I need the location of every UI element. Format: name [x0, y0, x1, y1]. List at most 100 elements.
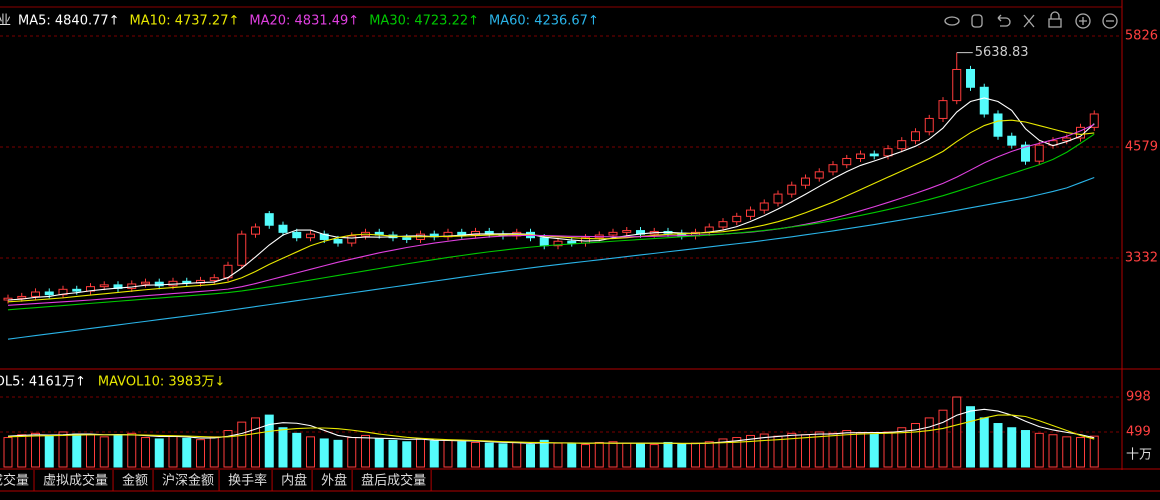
volume-bar: [746, 434, 755, 468]
volume-bar: [718, 438, 728, 468]
candle-body: [979, 86, 989, 115]
volume-bar: [1048, 434, 1058, 468]
ma-line: [7, 176, 1095, 340]
volume-bar: [58, 431, 68, 468]
volume-bar: [704, 441, 714, 468]
volume-bar: [86, 434, 95, 468]
legend-entry: MA20: 4831.49↑: [249, 14, 359, 29]
volume-bar: [581, 444, 590, 468]
volume-bar: [44, 435, 54, 468]
tab[interactable]: 内盘: [281, 473, 307, 489]
volume-bar: [553, 442, 563, 468]
volume-bar: [457, 441, 467, 468]
lock-icon[interactable]: [1048, 11, 1062, 28]
candle-body: [264, 213, 274, 226]
candle-body: [622, 230, 632, 233]
volume-bar: [567, 443, 577, 468]
candle-body: [938, 100, 948, 119]
volume-bar: [31, 432, 40, 468]
tab[interactable]: 成交量: [0, 473, 29, 489]
volume-bar: [127, 432, 137, 468]
candle-body: [842, 157, 852, 166]
candle-body: [883, 148, 893, 157]
volume-bar: [182, 437, 192, 468]
volume-bar: [1062, 436, 1072, 468]
candle-body: [732, 215, 742, 223]
y-tick-label: 4579: [1125, 140, 1158, 155]
top-label: 业: [0, 14, 11, 29]
candle-body: [952, 68, 962, 102]
volume-bar: [333, 439, 343, 468]
candle-body: [1007, 135, 1017, 146]
candle-body: [801, 177, 810, 186]
candle-body: [31, 291, 40, 297]
candle-body: [278, 224, 288, 233]
volume-bar: [1076, 437, 1085, 468]
candle-body: [993, 113, 1003, 137]
candle-body: [897, 140, 907, 150]
candle-body: [856, 153, 865, 159]
volume-bar: [347, 437, 357, 468]
candle-body: [746, 209, 755, 217]
volume-bar: [154, 438, 164, 468]
undo-icon[interactable]: [997, 14, 1011, 27]
volume-unit: 十万: [1126, 448, 1152, 463]
volume-bar: [966, 406, 975, 468]
volume-bar: [512, 441, 522, 468]
zoom-in-icon[interactable]: [1075, 13, 1091, 29]
candle-body: [773, 193, 783, 204]
vol-line: [7, 414, 1095, 444]
eye-icon[interactable]: [944, 16, 960, 26]
candle-body: [828, 164, 838, 173]
tab[interactable]: 换手率: [228, 473, 267, 489]
volume-bar: [608, 441, 618, 468]
volume-bar: [897, 427, 907, 468]
candle-body: [911, 131, 920, 142]
tab[interactable]: 金额: [122, 473, 148, 489]
volume-bar: [1021, 430, 1030, 468]
candle-body: [347, 235, 357, 244]
ma-line: [7, 124, 1095, 306]
volume-bar: [691, 442, 700, 468]
candle-body: [608, 231, 618, 236]
candle-body: [1034, 144, 1044, 162]
volume-bar: [113, 434, 123, 468]
ma-line: [7, 97, 1095, 301]
volume-bar: [526, 444, 535, 468]
volume-bar: [429, 440, 439, 468]
volume-bar: [196, 439, 205, 468]
volume-bar: [264, 414, 274, 468]
volume-bar: [663, 441, 673, 468]
tab[interactable]: 沪深金额: [162, 473, 214, 489]
tab[interactable]: 盘后成交量: [361, 473, 426, 489]
volume-bar: [141, 437, 150, 468]
volume-bar: [1007, 427, 1017, 468]
candle-body: [333, 238, 343, 244]
volume-bar: [319, 438, 329, 468]
zoom-out-icon[interactable]: [1102, 13, 1118, 29]
candle-body: [402, 237, 412, 240]
toolbar-icons[interactable]: [944, 11, 1118, 29]
candle-body: [966, 68, 975, 88]
tab[interactable]: 虚拟成交量: [43, 473, 108, 489]
volume-bar: [237, 421, 247, 468]
volume-bar: [471, 441, 480, 468]
candle-body: [814, 171, 824, 179]
volume-bar: [1089, 435, 1099, 468]
ma-line: [7, 119, 1095, 303]
cut-icon[interactable]: [1023, 14, 1035, 28]
y-tick-label: 499: [1126, 425, 1151, 440]
candle-body: [72, 288, 82, 292]
hand-icon[interactable]: [971, 14, 983, 28]
legend-entry: MA10: 4737.27↑: [130, 14, 240, 29]
volume-bar: [938, 409, 948, 468]
volume-bar: [952, 396, 962, 468]
volume-bar: [636, 443, 645, 468]
legend-entry: MA5: 4840.77↑: [18, 14, 120, 29]
tab[interactable]: 外盘: [321, 473, 347, 489]
volume-bar: [306, 436, 315, 468]
candle-body: [251, 226, 260, 235]
candle-body: [154, 281, 164, 287]
volume-bar: [924, 417, 934, 468]
